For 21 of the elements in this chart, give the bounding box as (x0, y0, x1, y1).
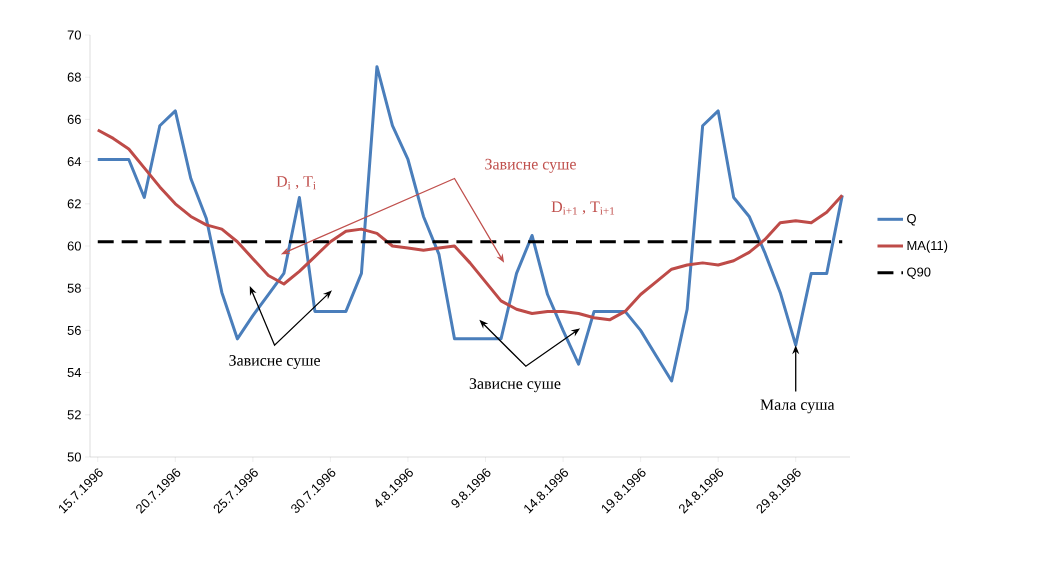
annotation: Зависне суше (229, 355, 320, 370)
annotation: Зависне суше (485, 158, 576, 173)
y-tick-label: 62 (67, 199, 81, 209)
line-series (96, 128, 844, 322)
y-tick-label: 70 (67, 30, 81, 40)
y-tick-label: 68 (67, 72, 81, 82)
y-tick-label: 60 (67, 241, 81, 251)
y-tick-label: 52 (67, 410, 81, 420)
y-tick-label: 50 (67, 452, 81, 462)
legend-label: Q90 (907, 267, 931, 279)
y-tick-label: 66 (67, 114, 81, 124)
y-tick-label: 56 (67, 325, 81, 335)
y-tick-label: 64 (67, 157, 82, 167)
annotation: Мала суша (760, 399, 835, 414)
y-tick-label: 58 (67, 283, 81, 293)
annotation: D$_{i}$ , T$_{i}$ (276, 176, 316, 190)
legend-label: Q (907, 214, 916, 226)
annotation: Зависне суше (469, 378, 561, 393)
y-tick-label: 54 (67, 368, 82, 378)
legend-label: MA(11) (907, 240, 948, 253)
annotation: D$_{i+1}$ , T$_{i+1}$ (551, 201, 615, 215)
